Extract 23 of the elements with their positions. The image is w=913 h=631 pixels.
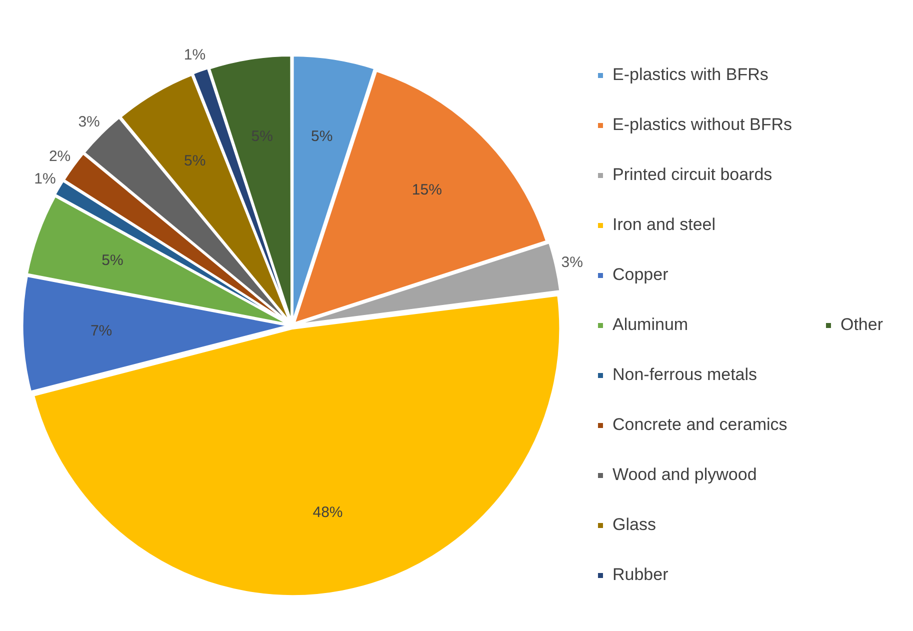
legend-label: Wood and plywood (612, 465, 757, 484)
data-label: 5% (102, 252, 124, 270)
data-label: 1% (184, 46, 206, 64)
legend-label: Rubber (612, 565, 669, 584)
data-label: 3% (78, 114, 100, 131)
legend-label: Copper (612, 265, 669, 284)
data-label: 3% (561, 254, 583, 272)
legend-label: Non-ferrous metals (612, 365, 758, 384)
legend-label: E-plastics without BFRs (612, 115, 792, 134)
data-label: 5% (310, 128, 333, 146)
data-label: 2% (48, 148, 71, 165)
data-label: 15% (412, 182, 442, 199)
data-label: 1% (34, 170, 56, 188)
data-label: 48% (312, 504, 343, 522)
legend-label: E-plastics with BFRs (612, 65, 768, 84)
data-label: 5% (184, 152, 206, 170)
legend-label: Glass (612, 515, 656, 534)
legend-label: Aluminum (612, 315, 688, 334)
legend-label: Concrete and ceramics (612, 415, 788, 434)
legend-label: Iron and steel (612, 215, 716, 234)
legend-label: Other (840, 315, 884, 334)
legend-label: Printed circuit boards (612, 165, 772, 184)
data-label: 7% (90, 322, 112, 340)
